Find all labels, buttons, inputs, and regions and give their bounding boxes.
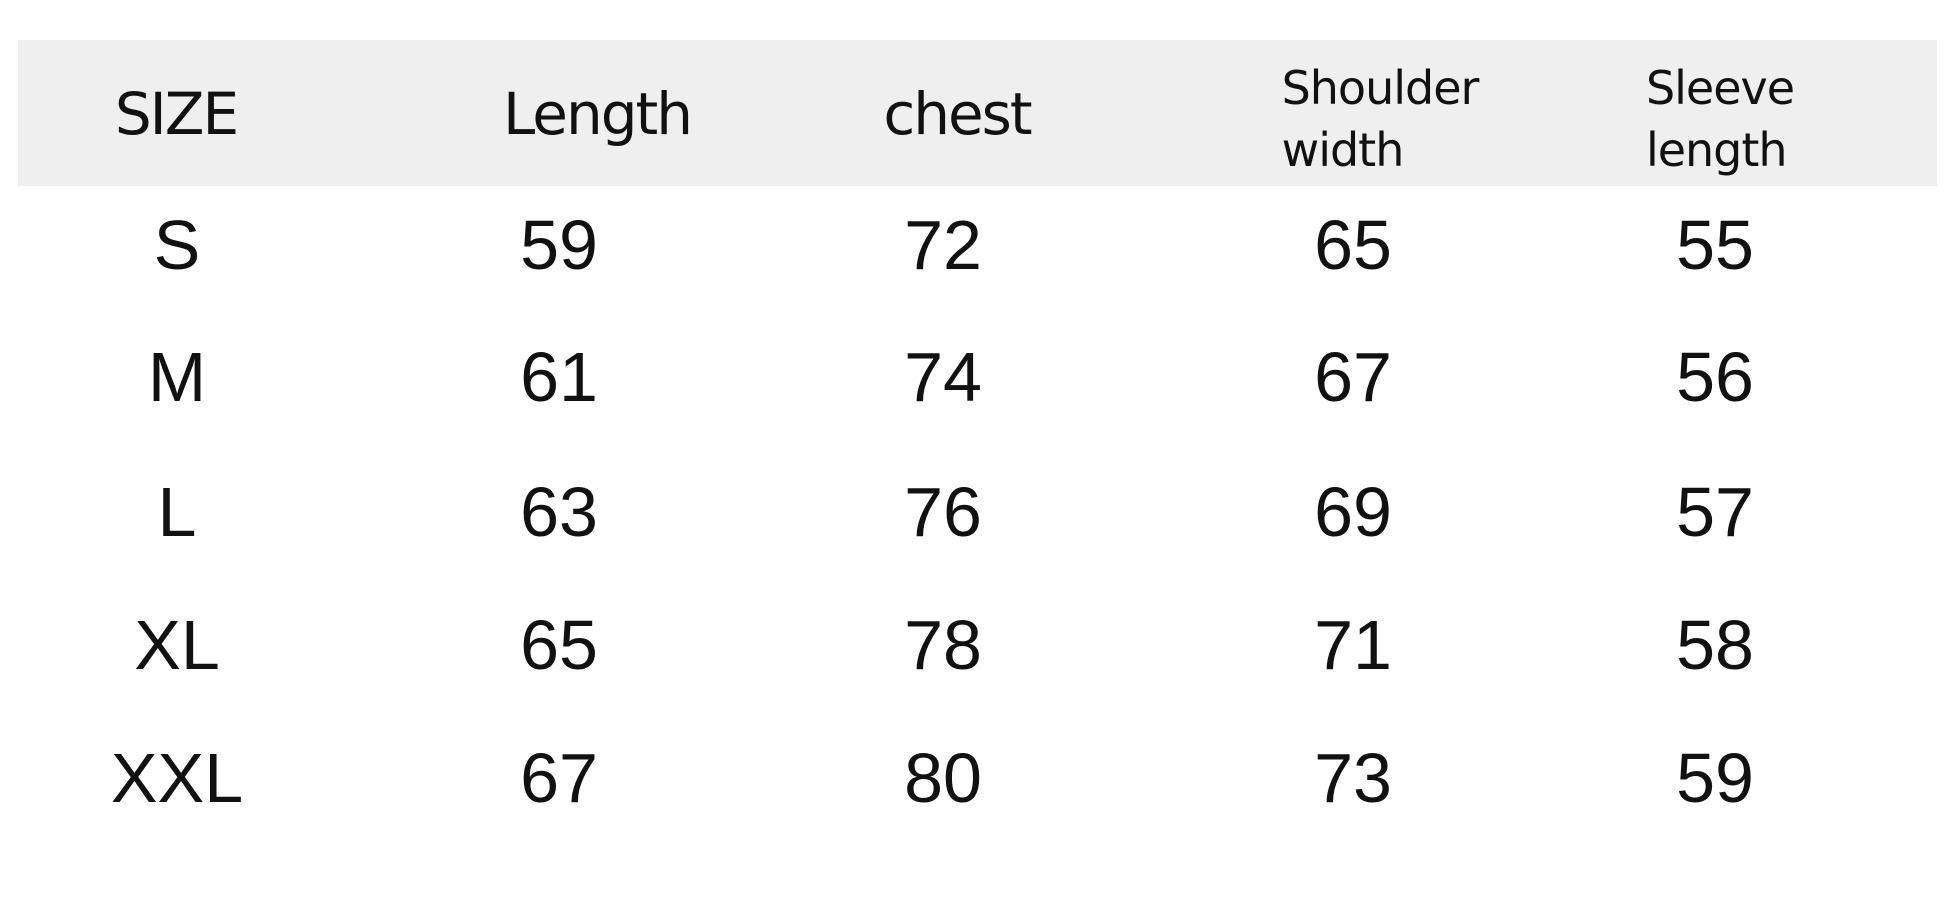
cell-size: M bbox=[147, 338, 207, 416]
header-text: Length bbox=[502, 80, 693, 148]
header-sleeve-length: Sleeve length bbox=[1645, 57, 1795, 181]
cell-sleeve-length: 57 bbox=[1676, 473, 1754, 551]
header-text: Sleeve bbox=[1645, 61, 1795, 115]
cell-shoulder-width: 73 bbox=[1314, 739, 1392, 817]
header-size: SIZE bbox=[114, 80, 239, 148]
cell-length: 63 bbox=[520, 473, 598, 551]
header-text: SIZE bbox=[114, 80, 239, 148]
cell-shoulder-width: 71 bbox=[1314, 606, 1392, 684]
cell-size: S bbox=[153, 206, 201, 284]
cell-shoulder-width: 67 bbox=[1314, 338, 1392, 416]
cell-length: 65 bbox=[520, 606, 598, 684]
cell-chest: 76 bbox=[904, 473, 982, 551]
cell-shoulder-width: 69 bbox=[1314, 473, 1392, 551]
cell-chest: 72 bbox=[904, 206, 982, 284]
header-chest: chest bbox=[883, 80, 1032, 148]
cell-length: 61 bbox=[520, 338, 598, 416]
cell-sleeve-length: 55 bbox=[1676, 206, 1754, 284]
header-text: length bbox=[1645, 123, 1788, 177]
header-shoulder-width: Shoulder width bbox=[1281, 57, 1480, 181]
cell-chest: 74 bbox=[904, 338, 982, 416]
cell-chest: 78 bbox=[904, 606, 982, 684]
cell-length: 67 bbox=[520, 739, 598, 817]
cell-size: XXL bbox=[110, 739, 244, 817]
header-text: Shoulder bbox=[1281, 61, 1480, 115]
cell-length: 59 bbox=[520, 206, 598, 284]
cell-sleeve-length: 59 bbox=[1676, 739, 1754, 817]
table-header-row bbox=[18, 40, 1937, 186]
cell-chest: 80 bbox=[904, 739, 982, 817]
header-text: width bbox=[1281, 123, 1405, 177]
cell-size: L bbox=[157, 473, 197, 551]
cell-size: XL bbox=[134, 606, 220, 684]
cell-sleeve-length: 58 bbox=[1676, 606, 1754, 684]
cell-sleeve-length: 56 bbox=[1676, 338, 1754, 416]
header-length: Length bbox=[502, 80, 693, 148]
cell-shoulder-width: 65 bbox=[1314, 206, 1392, 284]
header-text: chest bbox=[883, 80, 1032, 148]
